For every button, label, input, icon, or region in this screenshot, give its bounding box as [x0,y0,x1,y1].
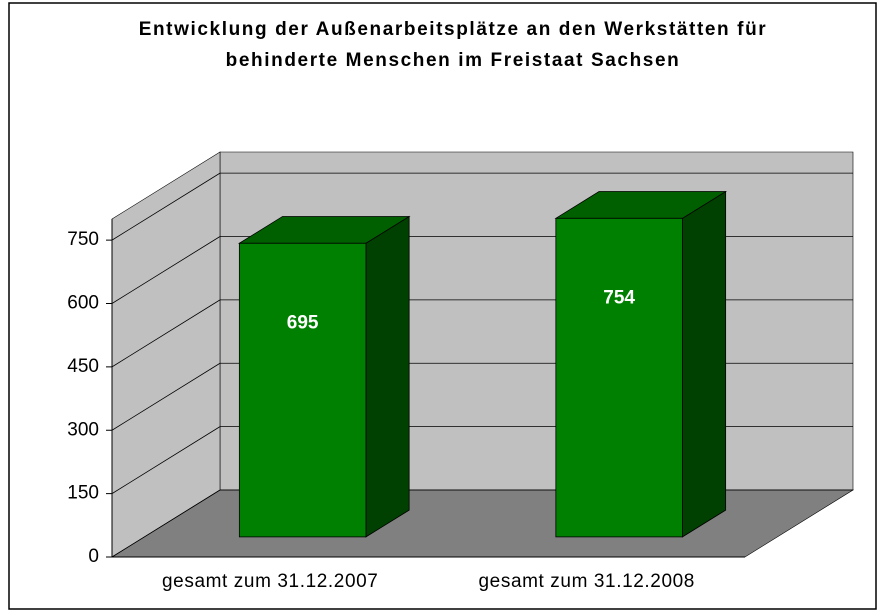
grid-line [111,172,221,241]
bar [238,242,367,538]
grid-line [111,426,221,494]
y-tick-label: 750 [67,229,99,250]
grid-line [111,236,221,304]
y-tick-label: 450 [67,356,99,377]
bar [555,217,683,538]
grid-line [111,362,221,431]
chart-title: Entwicklung der Außenarbeitsplätze an de… [138,19,768,71]
x-tick-label: gesamt zum 31.12.2008 [479,571,695,592]
grid-line [111,299,221,368]
bar-side [365,215,410,538]
side-wall [111,151,221,558]
value-label: 695 [287,312,319,333]
y-tick-label: 0 [88,546,99,567]
y-tick-label: 600 [67,293,99,314]
floor [110,489,855,558]
y-tick-label: 300 [67,419,99,440]
x-tick-label: gesamt zum 31.12.2007 [162,571,378,592]
bar-side [682,190,727,538]
value-label: 754 [603,287,635,308]
grid-line [111,489,221,558]
y-tick-label: 150 [67,483,99,504]
